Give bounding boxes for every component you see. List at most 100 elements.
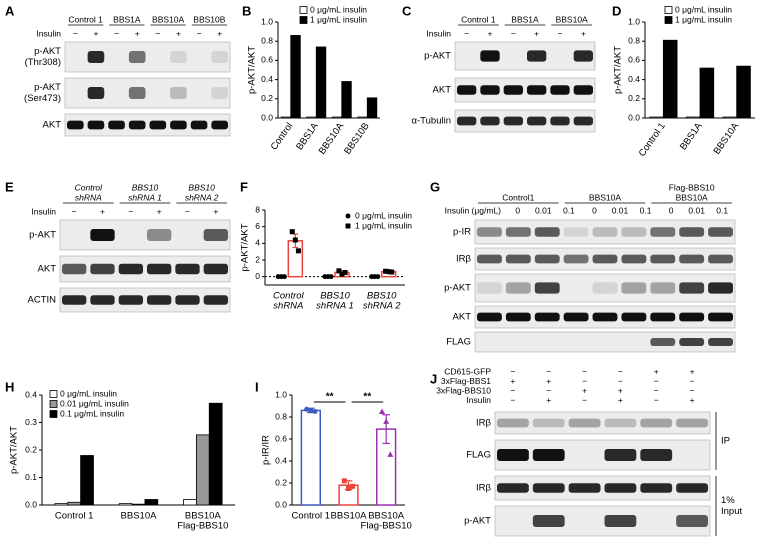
blot-band (505, 312, 531, 322)
treatment-sign: − (582, 376, 587, 386)
data-point (292, 237, 298, 243)
panel-letter: A (5, 3, 15, 18)
x-tick-label: BBS10 (367, 291, 397, 302)
treatment-sign: 0 (515, 205, 520, 215)
blot-band (128, 51, 146, 63)
y-tick-label: 0.2 (275, 477, 287, 487)
data-point (308, 407, 314, 413)
blot-band (175, 295, 200, 305)
y-tick-label: 0.2 (261, 93, 273, 103)
blot-band (534, 227, 560, 237)
treatment-sign: − (185, 206, 190, 216)
blot-band (87, 87, 105, 99)
treatment-sign: − (654, 395, 659, 405)
blot-band (497, 483, 529, 493)
blot-band (621, 254, 647, 264)
panel-letter: E (5, 179, 14, 194)
data-point (328, 274, 334, 280)
blot-band (708, 282, 733, 294)
blot-band (676, 418, 708, 428)
x-tick-label: shRNA 1 (316, 301, 354, 312)
blot-band (211, 87, 228, 99)
x-tick-label: shRNA (273, 301, 303, 312)
blot-band (503, 85, 523, 95)
blot-band (573, 116, 593, 126)
blot-band (568, 418, 601, 428)
data-point (383, 268, 389, 274)
x-tick-label: Control 1 (55, 511, 94, 522)
treatment-sign: + (93, 28, 98, 38)
row-label: IRβ (456, 254, 472, 265)
blot-band (477, 282, 502, 294)
treatment-sign: − (72, 206, 77, 216)
treatment-sign: − (690, 385, 695, 395)
panel-letter: C (402, 3, 412, 18)
blot-band (87, 120, 105, 130)
treatment-sign: + (654, 366, 659, 376)
y-tick-label: 8 (255, 204, 260, 214)
blot-band (679, 254, 705, 264)
row-label: AKT (43, 120, 62, 131)
treatment-sign: − (510, 395, 515, 405)
data-point (389, 269, 395, 275)
significance-label: ** (326, 392, 334, 403)
treatment-label: Insulin (466, 395, 491, 405)
blot-band (708, 338, 733, 346)
data-point (387, 451, 394, 457)
blot-band (457, 116, 477, 126)
bar (300, 409, 321, 506)
y-tick-label: 0.1 (25, 472, 37, 482)
blot-band (532, 483, 565, 493)
y-tick-label: 0.0 (261, 112, 273, 122)
treatment-sign: + (582, 385, 587, 395)
treatment-sign: − (654, 385, 659, 395)
blot-band (573, 50, 593, 62)
lane-group-label: BBS10 (188, 182, 215, 192)
x-tick-label: Control (269, 121, 296, 152)
row-label: (Thr308) (25, 57, 61, 68)
blot-band (108, 120, 125, 130)
blot-band (568, 483, 601, 493)
blot-band (170, 51, 187, 63)
blot-band (640, 483, 673, 493)
treatment-sign: − (546, 385, 551, 395)
row-label: p-AKT (424, 51, 451, 62)
y-tick-label: 0 (255, 271, 260, 281)
y-tick-label: 1.0 (261, 16, 273, 26)
treatment-sign: − (73, 28, 78, 38)
blot-band (477, 254, 502, 264)
bar (315, 46, 327, 119)
blot-band (679, 282, 705, 294)
bar (649, 116, 664, 119)
lane-group-label: BBS1A (511, 14, 539, 24)
bar (118, 503, 133, 506)
blot-band (563, 254, 589, 264)
treatment-sign: − (511, 28, 516, 38)
blot-band (190, 120, 208, 130)
blot-band (650, 227, 676, 237)
treatment-sign: − (654, 376, 659, 386)
lane-group-label: BBS10A (556, 14, 588, 24)
bar (357, 116, 368, 119)
x-tick-label: BBS10A (185, 511, 222, 522)
blot-band (604, 418, 637, 428)
treatment-sign: 0.01 (535, 205, 552, 215)
lane-group-label: shRNA 2 (185, 192, 219, 202)
blot-band (527, 85, 547, 95)
legend-swatch (49, 410, 58, 418)
y-axis-label: p-AKT/AKT (9, 426, 20, 474)
blot-band (679, 227, 705, 237)
blot-band (505, 282, 531, 294)
panel-letter: D (612, 3, 621, 18)
x-tick-label: BBS10A (712, 120, 742, 156)
bar (306, 116, 317, 119)
data-point (281, 274, 287, 280)
blot-band (128, 120, 146, 130)
blot-band (203, 295, 228, 305)
blot-strip (494, 411, 711, 435)
row-label: ACTIN (28, 295, 57, 306)
x-tick-label: Control 1 (292, 511, 331, 522)
blot-band (497, 418, 529, 428)
legend-swatch (299, 6, 308, 14)
blot-band (592, 282, 618, 294)
